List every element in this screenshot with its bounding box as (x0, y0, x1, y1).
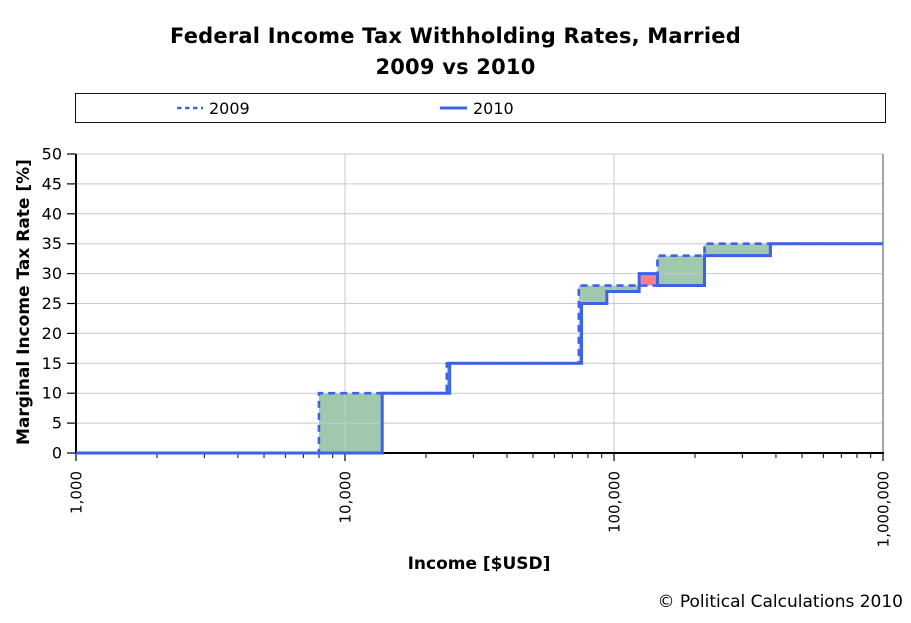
legend-item-2009: 2009 (176, 94, 250, 122)
chart-title-line2: 2009 vs 2010 (375, 55, 536, 79)
y-tick-label: 25 (42, 294, 62, 313)
copyright: © Political Calculations 2010 (657, 592, 903, 612)
x-tick-label: 100,000 (606, 471, 624, 533)
y-tick-label: 35 (42, 234, 62, 253)
x-tick-label: 10,000 (337, 471, 355, 524)
legend-item-2010: 2010 (440, 94, 514, 122)
y-tick-label: 45 (42, 174, 62, 193)
region-2010-lower (704, 243, 771, 256)
region-2010-lower (657, 255, 705, 286)
y-tick-label: 10 (42, 384, 62, 403)
y-tick-label: 15 (42, 354, 62, 373)
x-axis-title: Income [$USD] (407, 554, 551, 574)
chart-title: Federal Income Tax Withholding Rates, Ma… (0, 21, 911, 83)
region-2010-lower (581, 285, 607, 304)
region-2010-lower (606, 285, 640, 292)
series-line-2009 (76, 242, 883, 455)
y-tick-label: 5 (52, 414, 62, 433)
region-2010-higher (639, 273, 658, 286)
legend-label-2009: 2009 (209, 98, 250, 118)
y-tick-label: 20 (42, 324, 62, 343)
y-tick-label: 30 (42, 264, 62, 283)
x-tick-label: 1,000,000 (875, 471, 893, 547)
series-line-2010 (76, 242, 883, 455)
legend-label-2010: 2010 (473, 98, 514, 118)
y-axis-title: Marginal Income Tax Rate [%] (14, 159, 34, 445)
chart-title-line1: Federal Income Tax Withholding Rates, Ma… (170, 24, 741, 48)
y-tick-label: 50 (42, 145, 62, 164)
legend-solid-line-sample (440, 106, 467, 110)
y-tick-label: 40 (42, 204, 62, 223)
legend: 2009 2010 (75, 93, 886, 123)
legend-dashed-line-sample (177, 106, 203, 110)
x-tick-label: 1,000 (68, 471, 86, 514)
y-tick-label: 0 (52, 444, 62, 463)
